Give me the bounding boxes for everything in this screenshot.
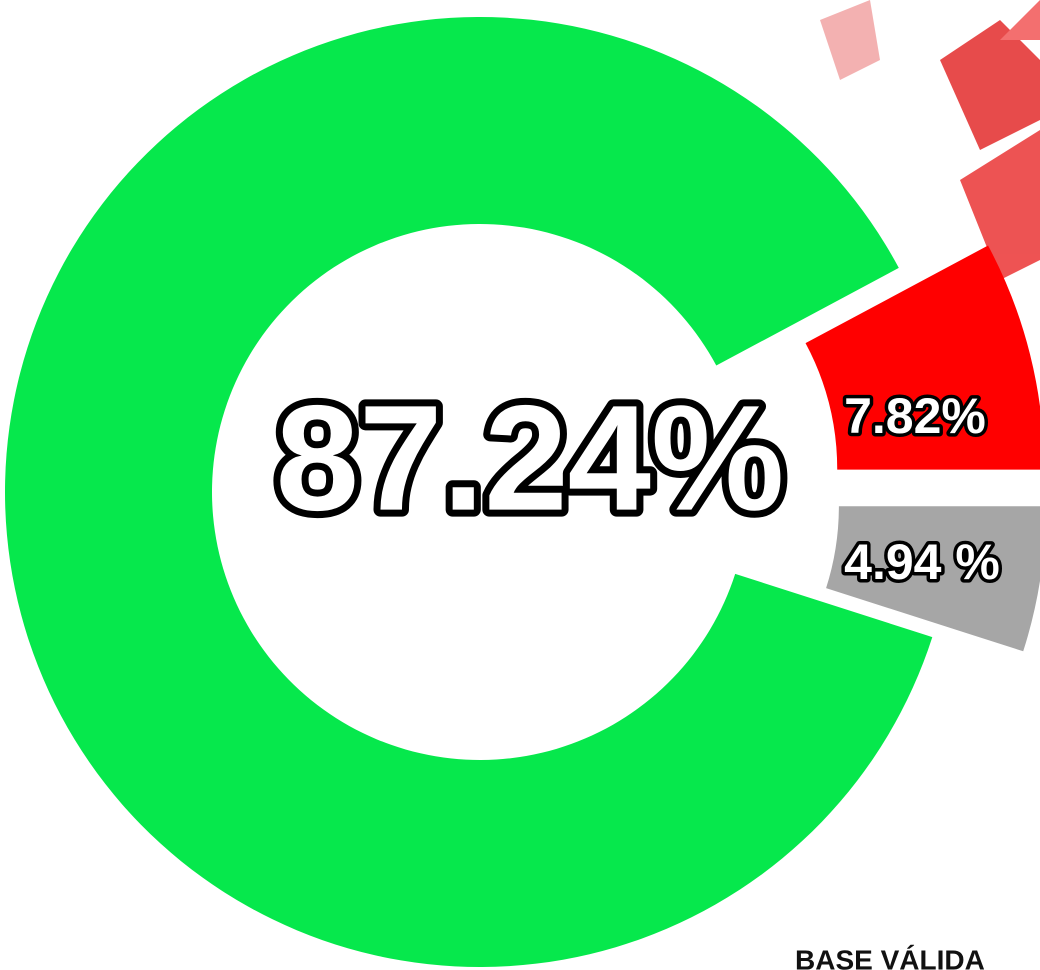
value-label: 7.82%: [844, 388, 986, 444]
value-label: 4.94 %: [844, 534, 1000, 590]
background-brush: [820, 0, 1040, 280]
donut-slice: [826, 506, 1040, 652]
value-label: 87.24%: [276, 374, 785, 542]
donut-slice: [4, 17, 933, 968]
annotation: BASE VÁLIDA: [795, 944, 985, 970]
slices: [4, 17, 1040, 968]
donut-slice: [805, 245, 1040, 470]
labels: 87.24% 7.82% 4.94 %: [269, 367, 1004, 594]
